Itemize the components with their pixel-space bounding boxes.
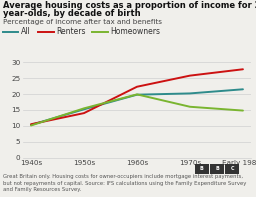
Text: B: B xyxy=(200,166,204,171)
Text: Renters: Renters xyxy=(56,27,86,36)
Text: B: B xyxy=(215,166,219,171)
Text: Percentage of income after tax and benefits: Percentage of income after tax and benef… xyxy=(3,19,162,25)
Text: Homeowners: Homeowners xyxy=(110,27,160,36)
Text: All: All xyxy=(20,27,30,36)
Text: Average housing costs as a proportion of income for 26-30: Average housing costs as a proportion of… xyxy=(3,1,256,10)
Text: C: C xyxy=(231,166,234,171)
Text: year-olds, by decade of birth: year-olds, by decade of birth xyxy=(3,9,140,18)
Text: Great Britain only. Housing costs for owner-occupiers include mortgage interest : Great Britain only. Housing costs for ow… xyxy=(3,174,246,192)
